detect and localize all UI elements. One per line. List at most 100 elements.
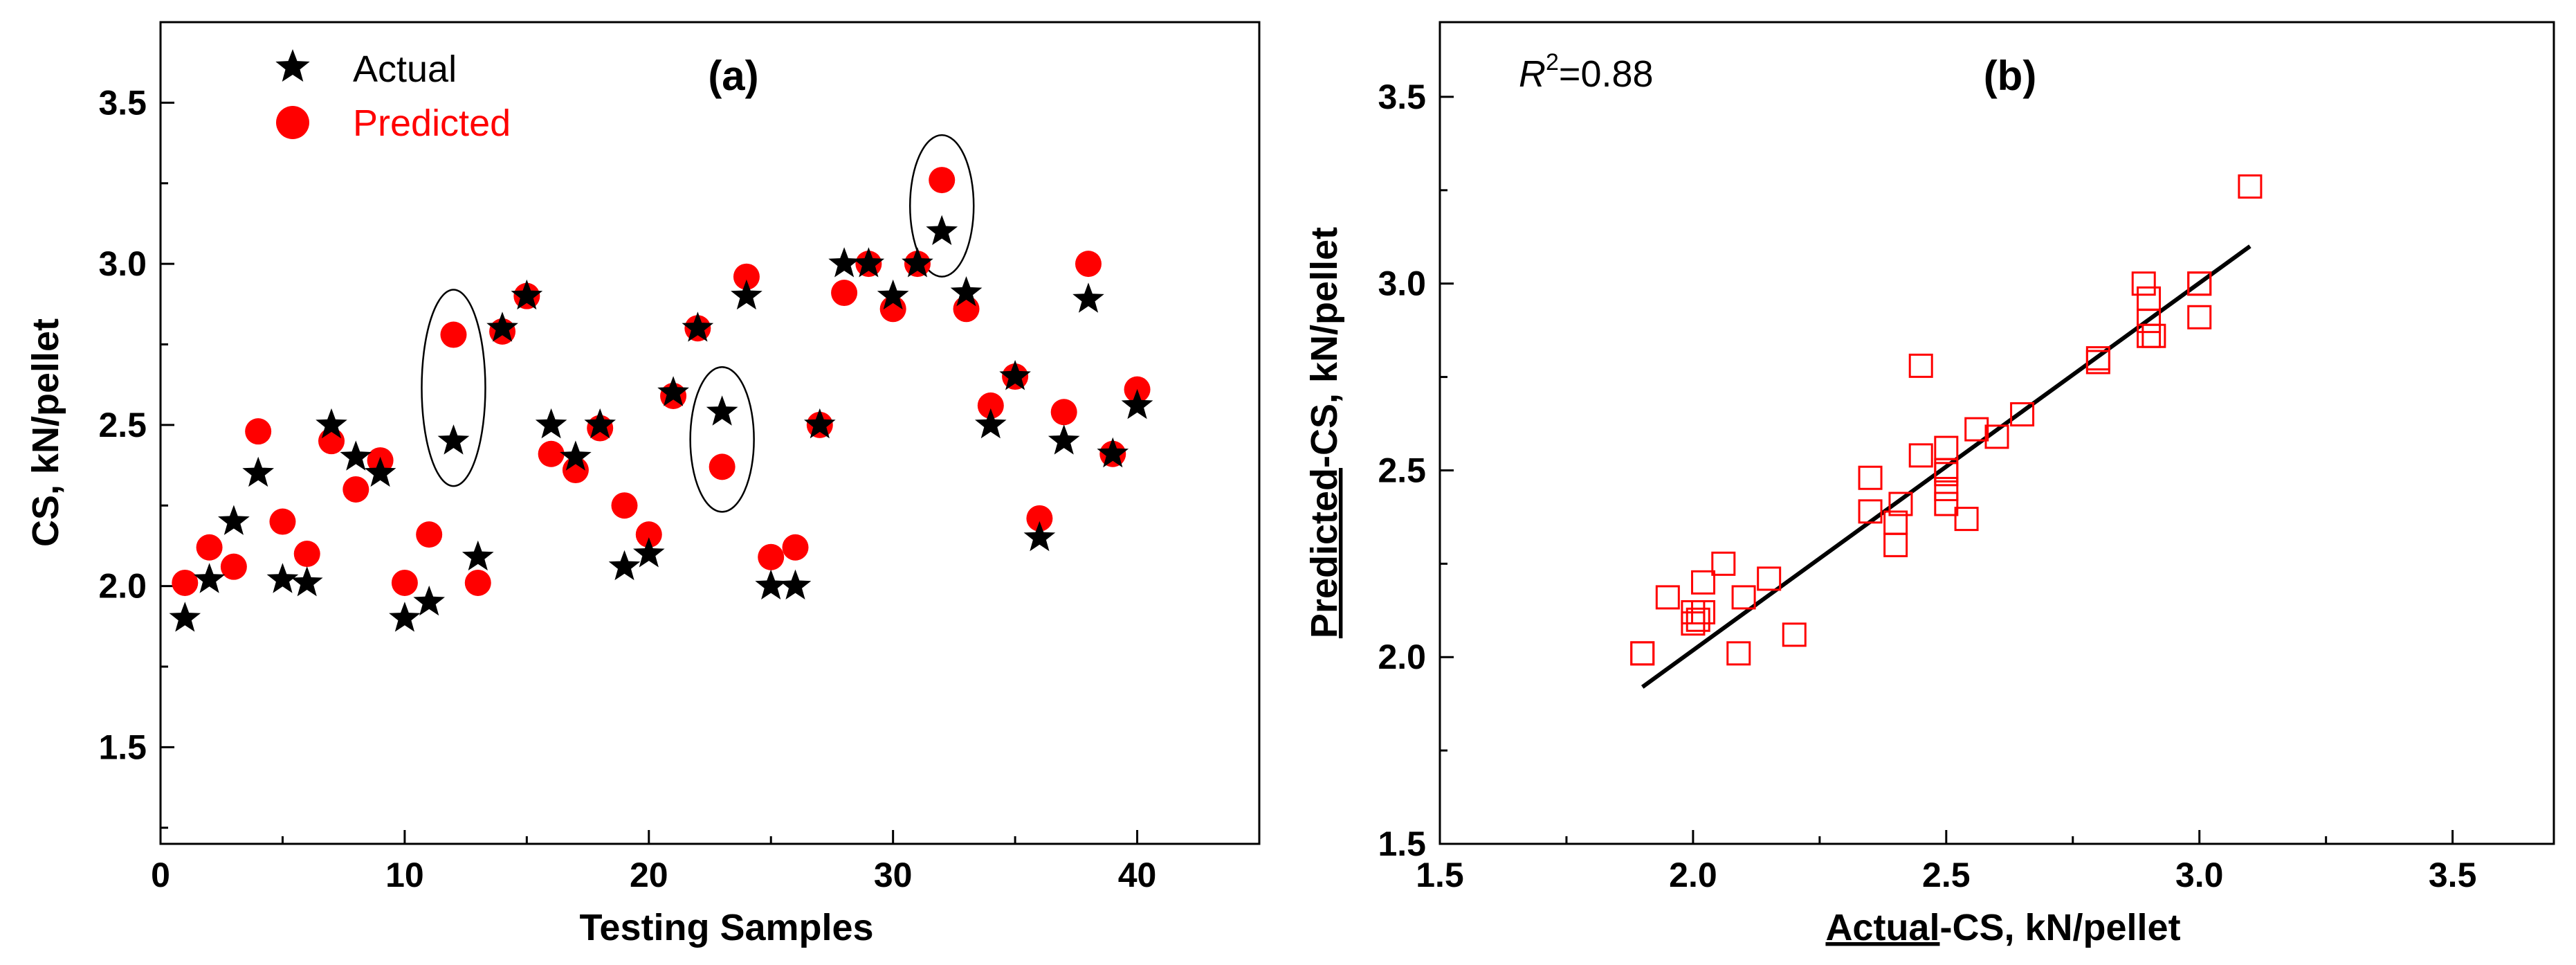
scatter-point — [2187, 271, 2212, 296]
predicted-point — [416, 521, 443, 548]
scatter-point — [1883, 510, 1908, 535]
panel-b-y-axis-title-underlined: Predicted — [1304, 468, 1345, 638]
actual-point — [193, 563, 226, 593]
panel-a-y-tick-label: 2.0 — [98, 567, 147, 606]
scatter-point — [1731, 585, 1756, 610]
scatter-point — [1782, 622, 1807, 647]
panel-a-x-tick-label: 0 — [151, 856, 170, 894]
scatter-point — [1954, 507, 1979, 532]
predicted-point — [172, 569, 199, 596]
panel-a-x-tick-label: 10 — [385, 856, 424, 894]
actual-point — [1048, 424, 1080, 455]
scatter-point — [2085, 346, 2110, 371]
panel-b-y-tick-label: 3.0 — [1378, 264, 1426, 303]
r-squared-annotation: R2=0.88 — [1519, 49, 1654, 95]
actual-point — [1023, 521, 1056, 552]
scatter-point — [1984, 424, 2009, 449]
actual-point — [852, 247, 885, 278]
actual-point — [950, 276, 983, 307]
panel-a-y-tick-label: 1.5 — [98, 728, 147, 766]
actual-point — [1072, 282, 1104, 313]
predicted-point — [440, 321, 467, 348]
scatter-point — [2137, 286, 2162, 311]
predicted-point — [245, 418, 272, 445]
scatter-point — [2141, 323, 2166, 348]
panel-a-annotations — [421, 134, 975, 513]
actual-point — [706, 395, 738, 426]
scatter-point — [2131, 271, 2156, 296]
panel-a-x-tick-label: 40 — [1118, 856, 1157, 894]
predicted-point — [391, 569, 418, 596]
panel-a-highlight-ellipse — [908, 134, 975, 278]
panel-b-x-tick-label: 3.0 — [2175, 856, 2224, 894]
actual-point — [877, 279, 909, 310]
predicted-point — [293, 541, 320, 568]
actual-point — [804, 408, 836, 439]
actual-point — [584, 408, 616, 439]
scatter-point — [1883, 532, 1908, 557]
predicted-point — [635, 521, 662, 548]
scatter-point — [2187, 305, 2212, 330]
legend-predicted-circle-icon — [276, 106, 309, 139]
panel-b-x-tick-label: 1.5 — [1416, 856, 1464, 894]
actual-point — [608, 550, 641, 581]
predicted-point — [733, 263, 760, 290]
panel-b-axes: 1.5 2.0 2.5 3.0 3.5 1.5 2.0 2.5 3.0 3.5 — [1378, 78, 2476, 894]
panel-a-legend: Actual Predicted — [275, 48, 511, 144]
panel-b-x-tick-label: 2.0 — [1669, 856, 1717, 894]
scatter-point — [2010, 402, 2035, 427]
r-squared-value: =0.88 — [1559, 53, 1654, 95]
panel-b-label: (b) — [1984, 53, 2037, 99]
actual-point — [169, 602, 201, 632]
predicted-point — [611, 492, 638, 519]
scatter-point — [1655, 585, 1680, 610]
panel-b-x-tick-label: 3.5 — [2429, 856, 2477, 894]
predicted-point — [196, 534, 223, 561]
panel-a-highlight-ellipse — [421, 289, 486, 487]
predicted-point — [538, 440, 565, 467]
actual-point — [731, 279, 762, 310]
actual-point — [633, 537, 665, 568]
legend-actual-star-icon — [275, 49, 310, 82]
panel-a-highlight-ellipse — [689, 366, 755, 513]
scatter-point — [1888, 491, 1913, 516]
panel-b-x-axis-title-rest: -CS, kN/pellet — [1939, 907, 2180, 948]
actual-point — [926, 215, 958, 245]
actual-point — [1121, 388, 1153, 420]
predicted-point — [464, 569, 491, 596]
predicted-point — [782, 534, 809, 561]
actual-point — [437, 424, 470, 455]
panel-b-plot-frame — [1438, 21, 2555, 845]
predicted-point — [709, 453, 736, 480]
actual-point — [242, 456, 274, 487]
actual-point — [413, 585, 445, 616]
panel-a-plot-frame — [159, 21, 1261, 845]
scatter-point — [1681, 599, 1706, 624]
actual-point — [975, 408, 1007, 439]
panel-b-y-tick-label: 3.5 — [1378, 78, 1426, 116]
actual-point — [291, 566, 323, 597]
actual-point — [657, 376, 689, 406]
panel-b-x-axis-title-underlined: Actual — [1825, 907, 1939, 948]
panel-a-points — [169, 167, 1153, 632]
actual-point — [902, 247, 933, 278]
panel-b: 1.5 2.0 2.5 3.0 3.5 1.5 2.0 2.5 3.0 3.5 (b) R2=0.… — [1304, 21, 2555, 948]
panel-a-x-tick-label: 20 — [630, 856, 668, 894]
panel-a-y-tick-label: 2.5 — [98, 406, 147, 444]
actual-point — [1097, 437, 1129, 468]
predicted-point — [758, 543, 785, 570]
scatter-point — [1934, 435, 1959, 460]
actual-point — [828, 247, 860, 278]
actual-point — [535, 408, 567, 439]
predicted-point — [929, 167, 956, 194]
predicted-point — [1050, 399, 1077, 426]
actual-point — [364, 456, 396, 487]
scatter-point — [1934, 491, 1959, 516]
scatter-point — [1858, 465, 1883, 490]
panel-b-fit-line-group — [1641, 244, 2251, 689]
actual-point — [999, 360, 1031, 390]
actual-point — [560, 440, 592, 471]
panel-a-label: (a) — [708, 53, 758, 99]
predicted-point — [1075, 251, 1102, 278]
